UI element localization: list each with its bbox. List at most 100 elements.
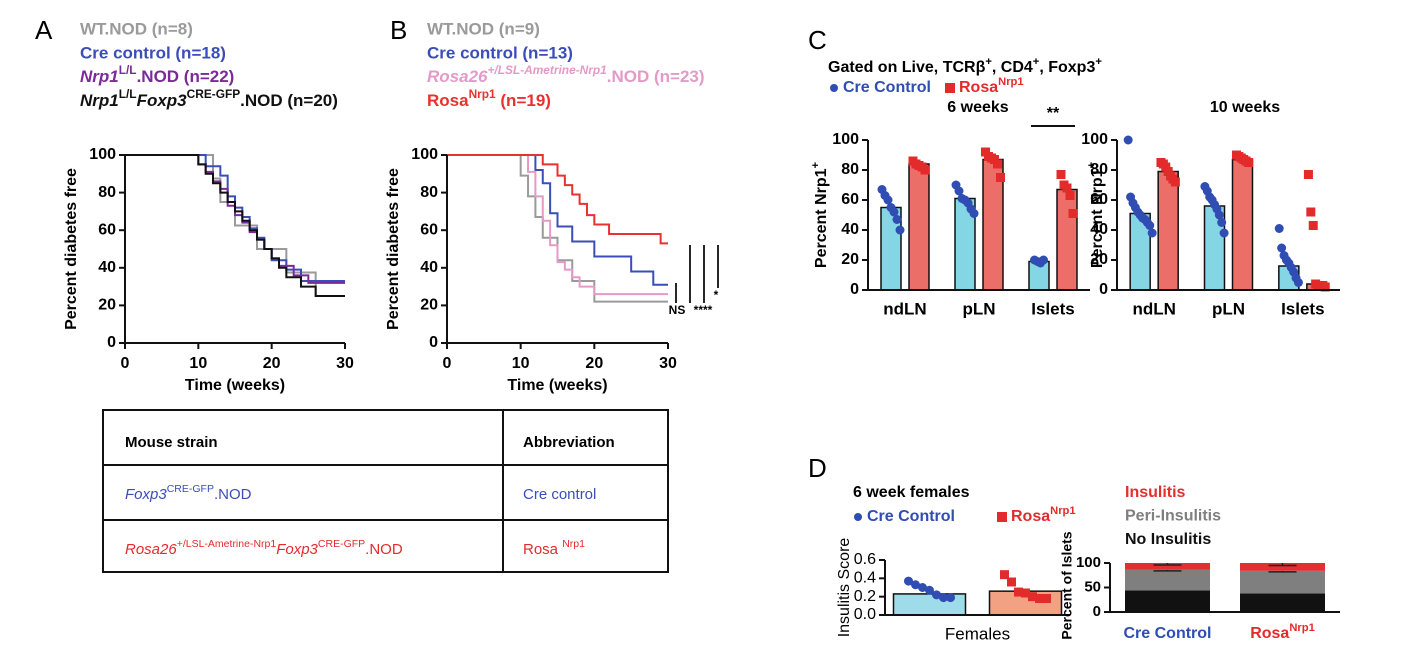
y-tick-label: 40 [1090, 221, 1108, 238]
text-part: CRE-GFP [167, 483, 214, 495]
chart-header: Gated on Live, TCRβ+, CD4+, Foxp3+ [828, 56, 1102, 76]
y-tick-label: 80 [841, 161, 859, 178]
text-part: .NOD (n=20) [240, 91, 338, 110]
data-dot [1277, 243, 1287, 253]
table-cell: Foxp3CRE-GFP.NOD [125, 483, 252, 503]
data-square [1007, 577, 1016, 587]
y-tick-label: 60 [420, 221, 438, 238]
data-dot [904, 576, 913, 586]
data-dot [932, 590, 941, 600]
y-tick-label: 40 [98, 259, 116, 276]
text-part: Rosa26 [125, 541, 177, 558]
survival-line [125, 154, 345, 297]
x-axis-label: Time (weeks) [185, 377, 285, 394]
legend-label: Nrp1L/LFoxp3CRE-GFP.NOD (n=20) [80, 87, 338, 110]
error-bar [1268, 563, 1297, 567]
chart-title: 10 weeks [1210, 99, 1280, 116]
text-part: CRE-GFP [187, 87, 241, 101]
text-part: + [1033, 56, 1040, 68]
data-dot [1039, 255, 1048, 265]
y-tick-label: 0.2 [854, 588, 876, 605]
y-tick-label: 20 [841, 251, 859, 268]
survival-line [447, 154, 668, 303]
data-square [1320, 282, 1330, 292]
x-tick-label: 10 [512, 355, 530, 372]
text-part: Nrp1 [80, 67, 119, 86]
data-dot [939, 593, 948, 603]
text-part: Nrp1 [469, 87, 496, 101]
data-dot [889, 207, 899, 217]
stacked-segment [1125, 569, 1210, 591]
data-square [1062, 183, 1072, 193]
survival-line [125, 154, 345, 297]
panel-label: D [808, 453, 827, 483]
survival-line [447, 154, 668, 286]
stacked-segment [1125, 563, 1210, 570]
legend-label: Cre Control [867, 508, 955, 525]
x-tick-label: 20 [263, 355, 281, 372]
table-cell: Cre control [523, 486, 596, 503]
text-part: .NOD (n=22) [137, 67, 235, 86]
data-square [1000, 570, 1009, 580]
text-part: Nrp1 [80, 91, 119, 110]
x-tick-label: 0 [121, 355, 130, 372]
text-part: Nrp1 [1289, 622, 1315, 634]
survival-line [447, 154, 668, 245]
y-tick-label: 80 [98, 184, 116, 201]
data-dot [946, 593, 955, 603]
x-tick-label: 30 [659, 355, 677, 372]
text-part: Percent Nrp1 [813, 168, 830, 268]
significance-label: ** [1047, 105, 1060, 122]
legend-label: Cre Control [843, 79, 931, 96]
text-part: Foxp3 [125, 486, 167, 503]
data-square [920, 165, 930, 175]
data-dot [883, 195, 893, 205]
data-square [1244, 158, 1253, 167]
y-tick-label: 0.6 [854, 551, 876, 568]
text-part: Rosa [427, 91, 469, 110]
text-part: Rosa [523, 541, 562, 558]
legend-label: RosaNrp1 (n=19) [427, 87, 551, 110]
error-bar [1153, 569, 1182, 572]
bar [1056, 188, 1078, 291]
y-tick-label: 40 [420, 259, 438, 276]
y-tick-label: 0.4 [854, 570, 876, 587]
legend-label: Peri-Insulitis [1125, 508, 1221, 525]
y-tick-label: 0 [850, 281, 859, 298]
data-dot [1147, 228, 1157, 238]
legend-marker [945, 83, 955, 93]
significance-label: NS [669, 303, 686, 317]
panel-label: C [808, 25, 827, 55]
table-header: Abbreviation [523, 434, 615, 451]
text-part: + [985, 56, 992, 68]
text-part: Rosa [1250, 625, 1289, 642]
data-square [993, 159, 1002, 169]
data-square [1065, 191, 1075, 200]
data-dot [1214, 210, 1224, 220]
y-tick-label: 50 [1084, 578, 1101, 595]
stacked-segment [1240, 570, 1325, 594]
text-part: CRE-GFP [318, 538, 365, 550]
table-frame [102, 409, 669, 573]
y-tick-label: 0 [1099, 281, 1108, 298]
data-dot [925, 585, 934, 595]
text-part: , CD4 [992, 59, 1033, 76]
y-tick-label: 100 [89, 146, 116, 163]
legend-label: Cre control (n=18) [80, 43, 226, 62]
data-square [1303, 170, 1313, 179]
x-tick-label: 20 [585, 355, 603, 372]
data-dot [1217, 218, 1227, 227]
text-part: Rosa [1011, 508, 1050, 525]
survival-line [125, 154, 345, 284]
chart-title: 6 week females [853, 484, 970, 501]
y-tick-label: 20 [420, 297, 438, 314]
text-part: Foxp3 [137, 91, 188, 110]
text-part: Nrp1 [562, 538, 585, 550]
text-part: +/LSL-Ametrine-Nrp1 [487, 63, 606, 77]
x-tick-label: Cre Control [1124, 625, 1212, 642]
data-dot [969, 209, 979, 218]
data-dot [1145, 221, 1155, 230]
text-part: Percent Nrp1 [1089, 168, 1106, 268]
text-part: .NOD (n=23) [607, 67, 705, 86]
